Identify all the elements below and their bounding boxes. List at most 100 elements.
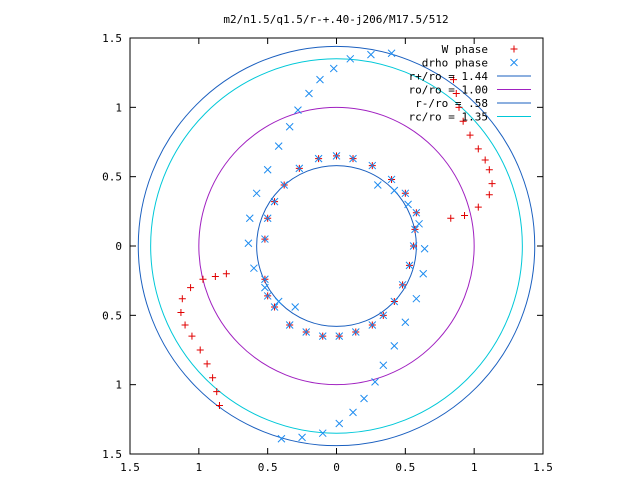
point-drho-25 bbox=[390, 341, 399, 350]
point-w-22 bbox=[187, 284, 195, 292]
point-drho-0 bbox=[387, 49, 396, 58]
y-tick-label-6: 1.5 bbox=[102, 448, 122, 461]
point-w-5 bbox=[474, 145, 482, 153]
legend-label-0: W phase bbox=[442, 43, 488, 56]
point-w-20 bbox=[177, 309, 185, 317]
point-drho-13 bbox=[250, 264, 258, 273]
legend-label-1: drho phase bbox=[422, 57, 488, 70]
point-drho-40 bbox=[295, 164, 304, 173]
point-drho-10 bbox=[252, 189, 261, 198]
point-w-10 bbox=[474, 203, 482, 211]
point-drho-26 bbox=[401, 318, 410, 327]
x-tick-label-4: 0.5 bbox=[395, 461, 415, 474]
point-drho-55 bbox=[390, 297, 399, 306]
point-drho-56 bbox=[398, 280, 407, 289]
point-w-13 bbox=[215, 401, 223, 409]
point-w-16 bbox=[203, 360, 211, 368]
point-w-21 bbox=[178, 295, 186, 303]
point-w-12 bbox=[447, 214, 455, 222]
point-drho-49 bbox=[302, 328, 311, 336]
point-w-14 bbox=[213, 388, 221, 396]
point-drho-43 bbox=[263, 214, 272, 223]
point-drho-22 bbox=[360, 394, 368, 403]
point-drho-14 bbox=[261, 283, 269, 292]
y-tick-label-1: 1 bbox=[115, 101, 122, 114]
point-drho-58 bbox=[409, 242, 418, 250]
point-drho-35 bbox=[387, 175, 396, 184]
point-drho-11 bbox=[245, 214, 254, 223]
legend-marker-1 bbox=[510, 58, 518, 67]
point-drho-30 bbox=[415, 219, 423, 228]
point-drho-41 bbox=[280, 181, 289, 189]
point-w-17 bbox=[196, 346, 204, 354]
point-drho-2 bbox=[346, 54, 355, 63]
point-w-11 bbox=[461, 211, 469, 219]
point-drho-51 bbox=[335, 332, 344, 340]
point-drho-29 bbox=[420, 244, 429, 253]
circle-3 bbox=[150, 58, 523, 434]
point-drho-42 bbox=[270, 197, 279, 206]
point-drho-7 bbox=[285, 122, 294, 131]
point-w-6 bbox=[481, 156, 489, 164]
point-w-8 bbox=[488, 180, 496, 188]
x-tick-label-0: 1.5 bbox=[120, 461, 140, 474]
y-tick-label-2: 0.5 bbox=[102, 171, 122, 184]
point-drho-18 bbox=[298, 433, 306, 442]
point-drho-19 bbox=[318, 429, 327, 438]
x-tick-label-2: 0.5 bbox=[258, 461, 278, 474]
ticks-layer: 1.5 1 0.5 0 0.5 1 1.51.510.500.511.5 bbox=[102, 32, 553, 474]
legend-circle-label-3: rc/ro = 1.35 bbox=[409, 111, 488, 124]
point-drho-50 bbox=[318, 332, 327, 340]
point-w-19 bbox=[181, 321, 189, 329]
point-w-2 bbox=[455, 103, 463, 111]
point-drho-54 bbox=[379, 311, 388, 320]
point-drho-31 bbox=[404, 200, 412, 209]
point-drho-33 bbox=[373, 181, 382, 189]
points-layer bbox=[177, 49, 496, 443]
point-drho-34 bbox=[401, 189, 410, 198]
x-tick-label-1: 1 bbox=[196, 461, 203, 474]
point-drho-52 bbox=[351, 328, 360, 336]
point-w-23 bbox=[199, 275, 207, 283]
legend-circle-label-1: ro/ro = 1.00 bbox=[409, 84, 488, 97]
point-drho-38 bbox=[332, 152, 341, 160]
point-drho-46 bbox=[263, 292, 272, 300]
circle-0 bbox=[137, 45, 536, 447]
point-drho-59 bbox=[411, 225, 419, 234]
point-w-3 bbox=[459, 117, 467, 125]
point-drho-48 bbox=[285, 321, 294, 329]
point-w-25 bbox=[222, 270, 230, 278]
circle-1 bbox=[198, 106, 475, 386]
y-tick-label-3: 0 bbox=[115, 240, 122, 253]
circle-2 bbox=[256, 165, 417, 327]
point-w-18 bbox=[188, 332, 196, 340]
point-drho-9 bbox=[263, 165, 272, 174]
legend-circle-label-0: r+/ro = 1.44 bbox=[409, 70, 489, 83]
point-drho-39 bbox=[314, 154, 323, 163]
point-drho-8 bbox=[274, 142, 283, 151]
point-drho-15 bbox=[274, 297, 283, 306]
point-drho-20 bbox=[335, 419, 344, 428]
point-drho-12 bbox=[244, 239, 253, 248]
point-drho-53 bbox=[368, 321, 377, 329]
point-drho-28 bbox=[419, 269, 428, 278]
point-drho-57 bbox=[405, 261, 414, 270]
x-tick-label-6: 1.5 bbox=[533, 461, 553, 474]
point-drho-45 bbox=[261, 275, 269, 284]
point-w-0 bbox=[450, 76, 458, 84]
point-drho-1 bbox=[367, 50, 375, 59]
point-w-9 bbox=[485, 191, 493, 199]
point-drho-6 bbox=[294, 106, 302, 114]
y-tick-label-4: 0.5 bbox=[102, 309, 122, 322]
point-drho-21 bbox=[349, 408, 357, 417]
point-drho-5 bbox=[305, 89, 313, 98]
point-drho-44 bbox=[261, 235, 269, 243]
point-drho-24 bbox=[379, 361, 388, 370]
point-w-24 bbox=[211, 273, 219, 281]
legend-marker-0 bbox=[510, 45, 518, 53]
point-w-7 bbox=[485, 166, 493, 174]
y-tick-label-0: 1.5 bbox=[102, 32, 122, 45]
point-w-4 bbox=[466, 131, 474, 139]
point-w-15 bbox=[209, 374, 217, 382]
